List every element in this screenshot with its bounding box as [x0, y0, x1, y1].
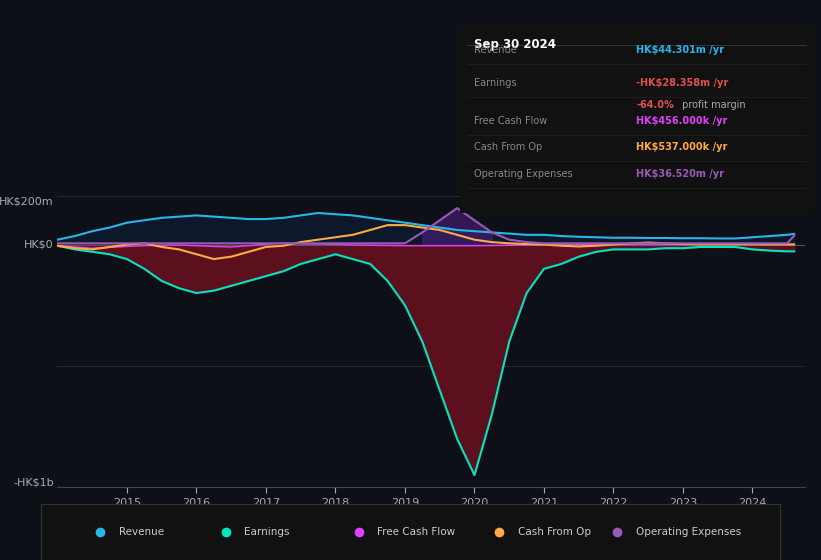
Text: Revenue: Revenue: [474, 45, 516, 55]
Text: Cash From Op: Cash From Op: [474, 142, 542, 152]
Text: Revenue: Revenue: [119, 527, 163, 537]
Text: profit margin: profit margin: [679, 100, 745, 110]
Text: Cash From Op: Cash From Op: [518, 527, 590, 537]
Text: HK$537.000k /yr: HK$537.000k /yr: [636, 142, 727, 152]
Text: HK$200m: HK$200m: [0, 196, 53, 206]
Text: -64.0%: -64.0%: [636, 100, 674, 110]
Text: Operating Expenses: Operating Expenses: [474, 169, 572, 179]
Text: Sep 30 2024: Sep 30 2024: [474, 38, 556, 50]
Text: Operating Expenses: Operating Expenses: [636, 527, 741, 537]
Text: HK$44.301m /yr: HK$44.301m /yr: [636, 45, 724, 55]
Text: HK$0: HK$0: [24, 240, 53, 250]
Text: Free Cash Flow: Free Cash Flow: [474, 116, 547, 125]
Text: -HK$1b: -HK$1b: [13, 477, 53, 487]
Text: HK$36.520m /yr: HK$36.520m /yr: [636, 169, 724, 179]
Text: -HK$28.358m /yr: -HK$28.358m /yr: [636, 78, 728, 87]
Text: Free Cash Flow: Free Cash Flow: [378, 527, 456, 537]
Text: Earnings: Earnings: [474, 78, 516, 87]
Text: HK$456.000k /yr: HK$456.000k /yr: [636, 116, 727, 125]
Text: Earnings: Earnings: [245, 527, 290, 537]
